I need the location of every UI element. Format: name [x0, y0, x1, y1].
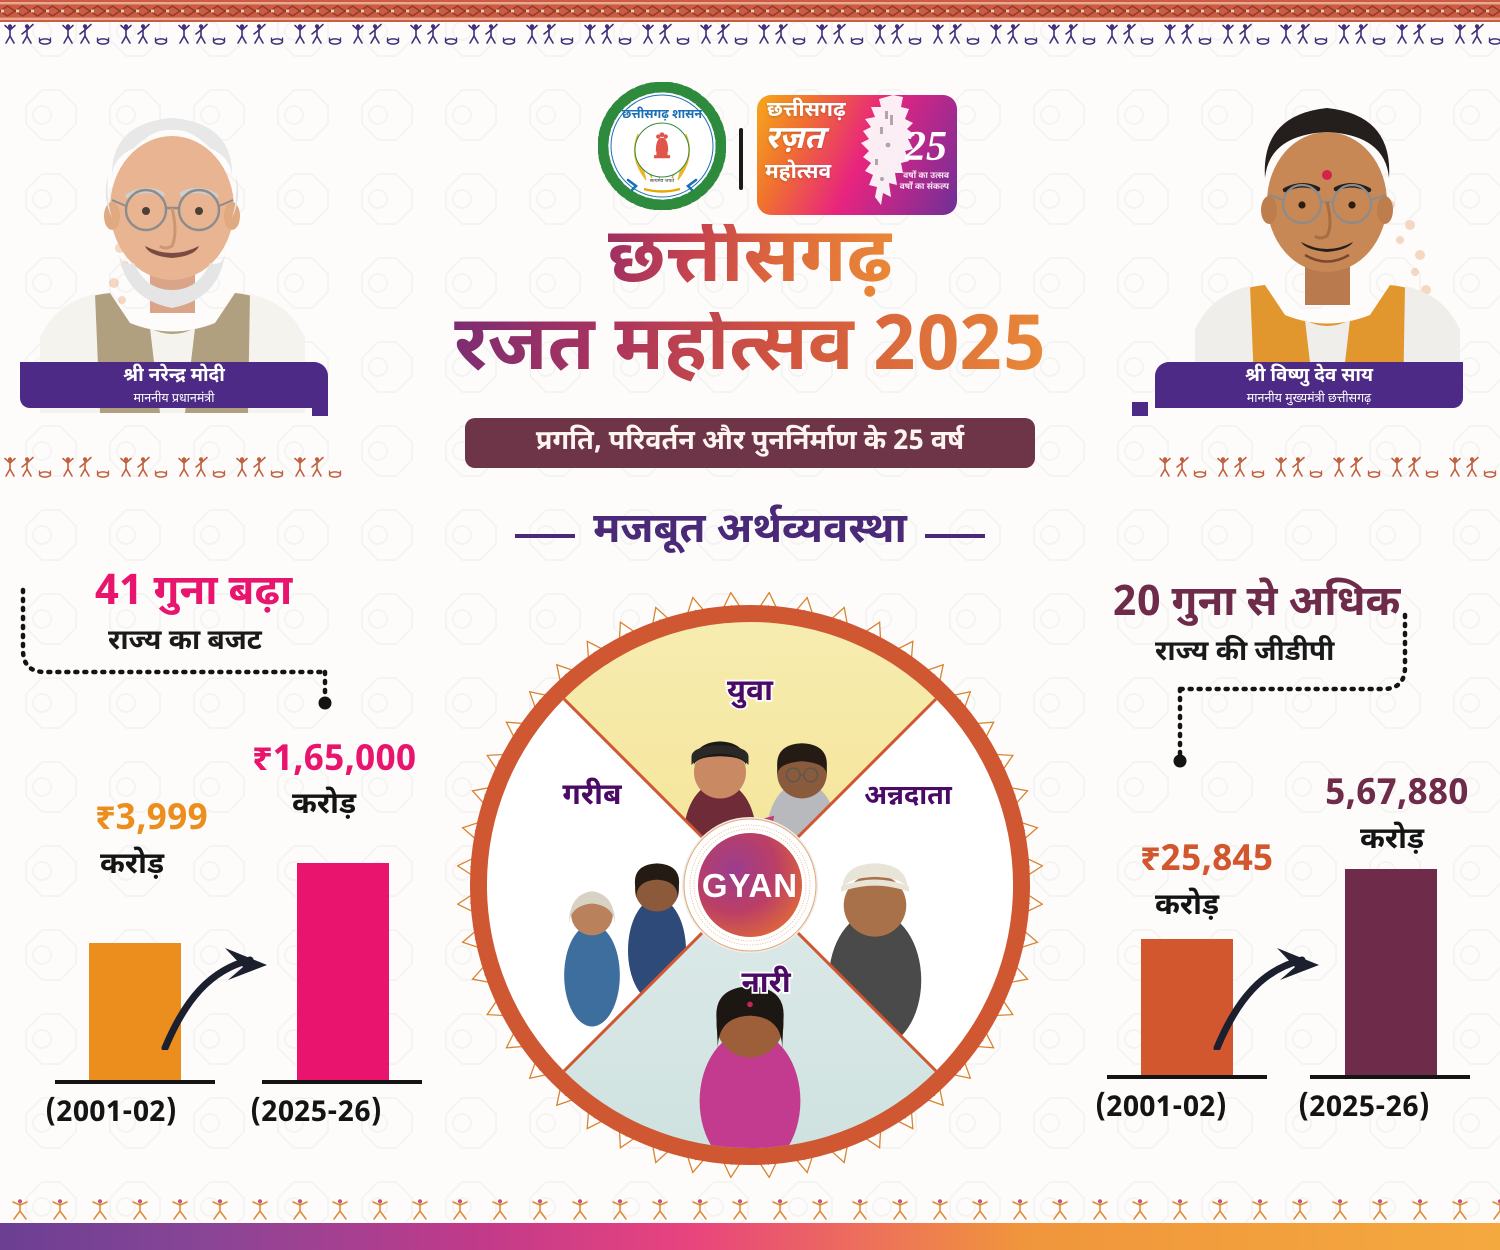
svg-text:GYAN: GYAN — [702, 867, 798, 904]
svg-text:छत्तीसगढ़ शासन: छत्तीसगढ़ शासन — [622, 106, 702, 124]
svg-text:अन्नदाता: अन्नदाता — [864, 781, 953, 816]
svg-text:गरीब: गरीब — [562, 777, 622, 817]
svg-text:नारी: नारी — [741, 965, 791, 1005]
svg-text:सत्यमेव जयते: सत्यमेव जयते — [650, 177, 674, 185]
svg-text:युवा: युवा — [727, 674, 774, 713]
